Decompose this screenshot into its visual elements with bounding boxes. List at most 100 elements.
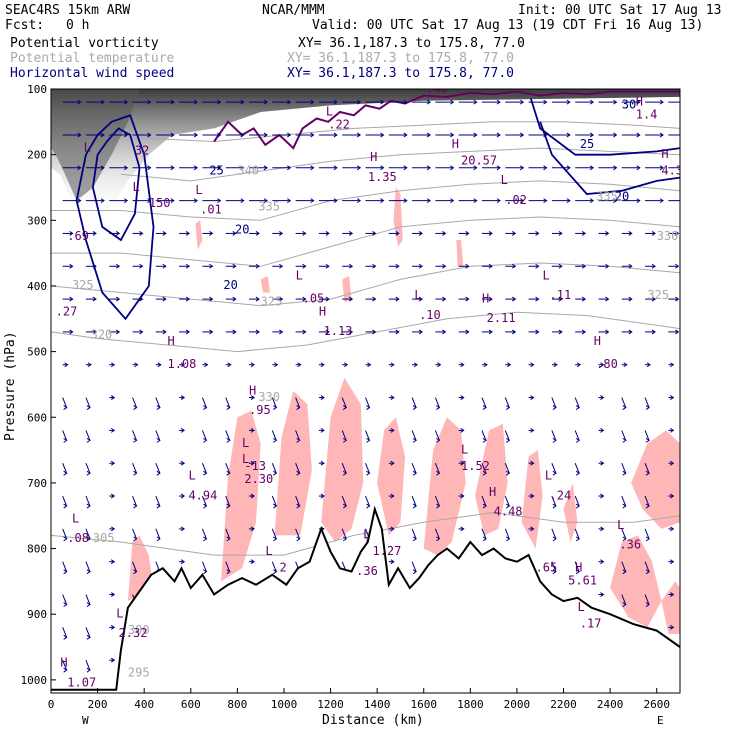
wind-arrowhead	[403, 198, 408, 204]
wind-arrowhead	[204, 362, 209, 368]
pv-region-4	[321, 377, 364, 542]
wind-arrowhead	[628, 329, 633, 335]
wind-arrowhead	[413, 362, 418, 368]
wind-arrow	[62, 463, 68, 474]
wind-arrowhead	[180, 460, 186, 466]
wind-arrowhead	[86, 667, 91, 673]
theta-contour-label: 330	[657, 229, 679, 243]
wind-arrowhead	[512, 296, 517, 302]
wind-arrowhead	[100, 165, 105, 171]
wind-arrowhead	[110, 493, 116, 499]
wind-arrowhead	[683, 100, 686, 104]
wind-arrowhead	[232, 329, 237, 335]
wind-arrowhead	[520, 165, 525, 171]
wind-arrow	[574, 430, 580, 441]
wind-arrowhead	[535, 263, 540, 269]
wind-arrowhead	[613, 165, 618, 171]
wind-arrowhead	[437, 362, 442, 368]
wind-arrowhead	[412, 470, 417, 476]
pv-region-6	[423, 417, 466, 556]
wind-arrow	[201, 528, 207, 540]
wind-arrow	[365, 430, 370, 441]
wind-arrowhead	[232, 296, 237, 302]
wind-arrowhead	[450, 165, 455, 171]
terrain-surface	[51, 505, 680, 691]
wind-contour-label: 25	[209, 163, 223, 177]
wind-arrowhead	[296, 437, 301, 443]
pv-region-15	[456, 240, 464, 267]
wind-arrowhead	[622, 470, 627, 476]
wind-arrowhead	[589, 132, 595, 138]
wind-arrowhead	[110, 624, 116, 630]
wind-arrowhead	[273, 536, 278, 542]
x-tick-label: 2600	[643, 698, 670, 711]
org-label: NCAR/MMM	[262, 3, 325, 18]
wind-arrowhead	[442, 231, 447, 236]
wind-arrowhead	[203, 536, 208, 542]
x-tick-label: 800	[227, 698, 247, 711]
theta-contour-label: 305	[93, 531, 115, 545]
pv-extremum-label: H	[452, 137, 459, 151]
pv-extremum-label: 1.07	[67, 675, 96, 689]
wind-arrowhead	[302, 329, 307, 335]
pv-extremum-label: L	[501, 173, 508, 187]
wind-arrowhead	[302, 231, 307, 236]
wind-arrowhead	[412, 536, 417, 542]
wind-arrowhead	[552, 569, 557, 575]
wind-arrowhead	[581, 231, 587, 236]
wind-arrowhead	[110, 395, 116, 400]
wind-arrowhead	[651, 231, 656, 236]
wind-arrowhead	[628, 231, 633, 236]
theta-contour-label: 330	[258, 390, 280, 404]
pv-extremum-label: 2.32	[119, 626, 148, 640]
wind-contour-20-0	[75, 114, 155, 321]
wind-arrowhead	[636, 165, 641, 171]
wind-arrowhead	[436, 503, 441, 509]
wind-arrow	[411, 430, 417, 441]
valid-time: Valid: 00 UTC Sat 17 Aug 13 (19 CDT Fri …	[312, 18, 703, 33]
wind-arrow	[62, 528, 68, 540]
wind-arrow	[155, 397, 161, 408]
wind-arrowhead	[297, 362, 302, 368]
wind-arrow	[85, 561, 91, 572]
theta-contour-label: 300	[128, 623, 150, 637]
wind-arrowhead	[310, 99, 315, 105]
wind-arrowhead	[217, 198, 222, 204]
wind-arrowhead	[566, 132, 571, 138]
wind-arrowhead	[460, 395, 465, 400]
wind-arrowhead	[372, 329, 377, 335]
wind-arrow	[155, 430, 161, 441]
wind-arrowhead	[333, 165, 338, 171]
field-name-theta: Potential temperature	[10, 51, 175, 66]
wind-arrowhead	[589, 99, 595, 105]
wind-arrow	[225, 561, 231, 572]
pv-extremum-label: L	[133, 180, 140, 194]
pv-extremum-label: .11	[550, 288, 572, 302]
wind-arrowhead	[622, 405, 627, 410]
wind-arrowhead	[209, 231, 214, 236]
wind-arrowhead	[558, 231, 563, 236]
wind-arrowhead	[356, 99, 362, 105]
wind-arrowhead	[162, 231, 167, 236]
wind-arrowhead	[240, 198, 245, 204]
wind-arrowhead	[123, 198, 129, 204]
wind-arrowhead	[651, 296, 656, 302]
wind-arrowhead	[287, 165, 292, 171]
wind-arrowhead	[320, 427, 325, 433]
wind-arrowhead	[263, 198, 268, 204]
wind-arrowhead	[530, 493, 535, 499]
wind-arrowhead	[675, 231, 680, 236]
pv-extremum-label: L	[195, 183, 202, 197]
wind-arrowhead	[575, 405, 581, 410]
wind-arrowhead	[670, 362, 675, 368]
wind-arrow	[621, 594, 627, 605]
wind-arrow	[85, 495, 91, 507]
wind-arrowhead	[512, 263, 517, 269]
wind-arrowhead	[530, 460, 535, 466]
pv-extremum-label: L	[116, 607, 123, 621]
pv-extremum-label: L	[326, 104, 333, 118]
wind-arrowhead	[170, 165, 175, 171]
wind-arrowhead	[110, 526, 116, 532]
wind-arrowhead	[162, 329, 167, 335]
pv-extremum-label: .01	[200, 203, 222, 217]
